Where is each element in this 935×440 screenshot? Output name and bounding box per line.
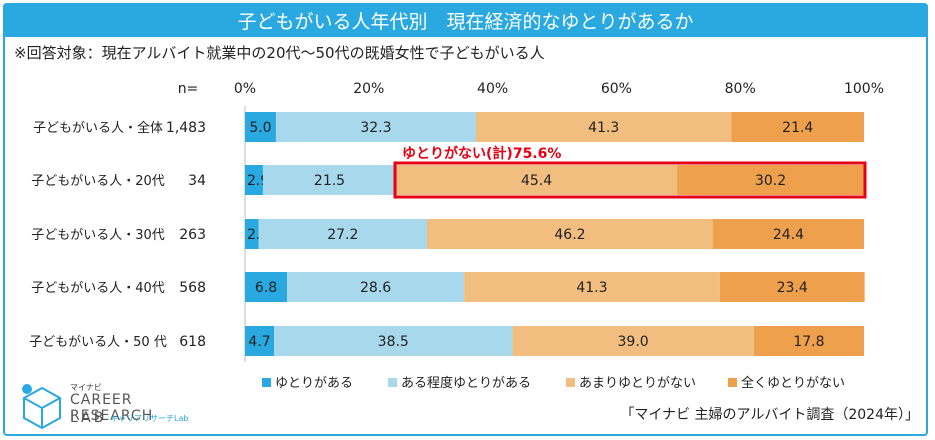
data-label: 32.3 [360, 120, 391, 136]
career-research-lab-logo: マイナビ CAREER RESEARCH LAB キャリアリサーチLab [18, 380, 218, 434]
x-tick-label: 40% [477, 81, 508, 97]
bar-segment [245, 219, 259, 249]
bar-segment [712, 219, 864, 249]
logo-kana-text: キャリアリサーチLab [110, 414, 189, 423]
category-label: 子どもがいる人・20代 [31, 174, 165, 189]
annotation-label: ゆとりがない(計)75.6% [402, 145, 561, 162]
data-label: 21.5 [314, 173, 345, 189]
data-label: 21.4 [782, 120, 813, 136]
bar-segment [262, 165, 397, 195]
data-label: 45.4 [521, 173, 552, 189]
bar-segment [245, 112, 276, 142]
legend-label: あまりゆとりがない [579, 376, 696, 391]
bar-segment [245, 165, 263, 195]
data-label: 38.5 [378, 334, 409, 350]
logo-main-text: CAREER RESEARCH [70, 392, 154, 424]
logo-cube-icon [22, 384, 61, 430]
chart-subtitle: ※回答対象：現在アルバイト就業中の20代～50代の既婚女性で子どもがいる人 [14, 44, 545, 62]
legend-swatch [262, 378, 271, 387]
bar-segment [274, 326, 513, 356]
x-tick-label: 60% [601, 81, 632, 97]
legend-swatch [728, 378, 737, 387]
data-label: 46.2 [554, 227, 585, 243]
bar-segment [719, 272, 865, 302]
bar-segment [753, 326, 864, 356]
data-label: 28.6 [360, 280, 391, 296]
annotation-box [393, 161, 867, 199]
legend-label: ゆとりがある [275, 376, 353, 391]
bar-segment [245, 272, 288, 302]
n-value: 34 [188, 173, 206, 189]
bar-segment [677, 165, 864, 195]
logo-lab-text: LAB [70, 410, 107, 426]
bar-segment [287, 272, 465, 302]
chart-title: 子どもがいる人年代別 現在経済的なゆとりがあるか [3, 3, 928, 37]
x-tick-label: 80% [725, 81, 756, 97]
bar-segment [275, 112, 476, 142]
logo-brand: マイナビ [70, 383, 102, 392]
data-label: 6.8 [255, 280, 277, 296]
legend-swatch [388, 378, 397, 387]
n-value: 1,483 [166, 120, 206, 136]
source-note: 「マイナビ 主婦のアルバイト調査（2024年）」 [620, 407, 919, 423]
bar-segment [475, 112, 732, 142]
data-label: 39.0 [618, 334, 649, 350]
data-label: 27.2 [327, 227, 358, 243]
data-label: 41.3 [576, 280, 607, 296]
data-label: 24.4 [773, 227, 804, 243]
data-label: 5.0 [249, 120, 271, 136]
bar-segment [258, 219, 427, 249]
legend-label: 全くゆとりがない [741, 375, 845, 391]
bar-segment [396, 165, 678, 195]
data-label: 17.8 [793, 334, 824, 350]
bar-segment [464, 272, 720, 302]
legend-label: ある程度ゆとりがある [401, 375, 531, 391]
bar-segment [731, 112, 864, 142]
n-value: 263 [179, 227, 206, 243]
n-header: n= [178, 81, 199, 97]
data-label: 30.2 [755, 173, 786, 189]
category-label: 子どもがいる人・40代 [31, 281, 165, 296]
x-tick-label: 20% [353, 81, 384, 97]
data-label: 23.4 [777, 280, 808, 296]
n-value: 568 [179, 280, 206, 296]
category-label: 子どもがいる人・30代 [31, 228, 165, 243]
bar-segment [245, 326, 275, 356]
bar-segment [512, 326, 754, 356]
x-tick-label: 100% [844, 81, 884, 97]
data-label: 41.3 [588, 120, 619, 136]
x-tick-label: 0% [234, 81, 256, 97]
n-value: 618 [179, 334, 206, 350]
bar-segment [426, 219, 713, 249]
data-label: 4.7 [248, 334, 270, 350]
category-label: 子どもがいる人・全体 [33, 120, 163, 136]
category-label: 子どもがいる人・50 代 [29, 335, 167, 350]
legend-swatch [566, 378, 575, 387]
